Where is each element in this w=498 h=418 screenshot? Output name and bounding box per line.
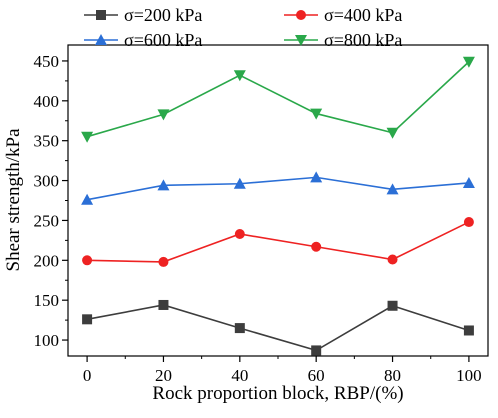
- y-axis-title: Shear strength/kPa: [3, 128, 24, 272]
- legend-item: σ=400 kPa: [284, 5, 402, 25]
- x-axis-title: Rock proportion block, RBP/(%): [152, 383, 403, 404]
- data-point: [462, 176, 475, 188]
- legend-marker: [96, 10, 106, 20]
- data-point: [463, 217, 474, 228]
- series-line: [86, 176, 469, 201]
- legend-marker: [296, 10, 306, 20]
- legend-item: σ=800 kPa: [284, 30, 402, 50]
- x-tick-label: 100: [456, 366, 482, 385]
- data-point: [157, 179, 170, 191]
- data-point: [82, 255, 93, 266]
- x-tick-label: 0: [83, 366, 92, 385]
- data-point: [310, 171, 323, 183]
- legend-label: σ=600 kPa: [124, 30, 202, 50]
- series-layer: [81, 56, 475, 356]
- data-point: [463, 325, 474, 336]
- legend-marker: [295, 35, 307, 46]
- data-point: [234, 228, 245, 239]
- data-point: [387, 300, 398, 311]
- data-point: [387, 254, 398, 265]
- series-4: [81, 56, 475, 143]
- data-point: [82, 314, 93, 325]
- y-tick-label: 400: [34, 92, 60, 111]
- y-tick-label: 350: [34, 132, 60, 151]
- data-point: [157, 109, 170, 121]
- legend-item: σ=600 kPa: [84, 30, 202, 50]
- data-point: [81, 193, 94, 205]
- y-tick-label: 150: [34, 291, 60, 310]
- series-line: [87, 221, 470, 263]
- data-point: [310, 108, 323, 120]
- y-axis: 100 150 200 250 300 350 400 450: [34, 52, 68, 350]
- y-tick-label: 100: [34, 331, 60, 350]
- plot-frame: [67, 44, 489, 357]
- legend-marker: [95, 34, 107, 45]
- data-point: [158, 256, 169, 267]
- data-point: [81, 131, 94, 143]
- series-line: [86, 304, 470, 352]
- data-point: [462, 56, 475, 68]
- data-point: [386, 127, 399, 139]
- data-point: [311, 345, 322, 356]
- legend: σ=200 kPa σ=400 kPa σ=600 kPa σ=800 kPa: [84, 5, 402, 50]
- x-tick-label: 80: [384, 366, 401, 385]
- legend-label: σ=800 kPa: [324, 30, 402, 50]
- series-1: [82, 299, 474, 356]
- data-point: [311, 241, 322, 252]
- data-point: [234, 323, 245, 334]
- data-point: [233, 70, 246, 82]
- x-axis: 0 20 40 60 80 100: [83, 356, 482, 385]
- data-point: [158, 299, 169, 310]
- x-tick-label: 20: [155, 366, 172, 385]
- legend-item: σ=200 kPa: [84, 5, 202, 25]
- x-tick-label: 40: [231, 366, 248, 385]
- y-tick-label: 300: [34, 172, 60, 191]
- legend-label: σ=200 kPa: [124, 5, 202, 25]
- series-line: [86, 61, 470, 138]
- y-tick-label: 250: [34, 211, 60, 230]
- legend-label: σ=400 kPa: [324, 5, 402, 25]
- series-2: [82, 217, 474, 267]
- x-tick-label: 60: [308, 366, 325, 385]
- y-tick-label: 450: [34, 52, 60, 71]
- y-tick-label: 200: [34, 251, 60, 270]
- data-point: [386, 183, 399, 195]
- series-3: [81, 171, 475, 205]
- data-point: [233, 177, 246, 189]
